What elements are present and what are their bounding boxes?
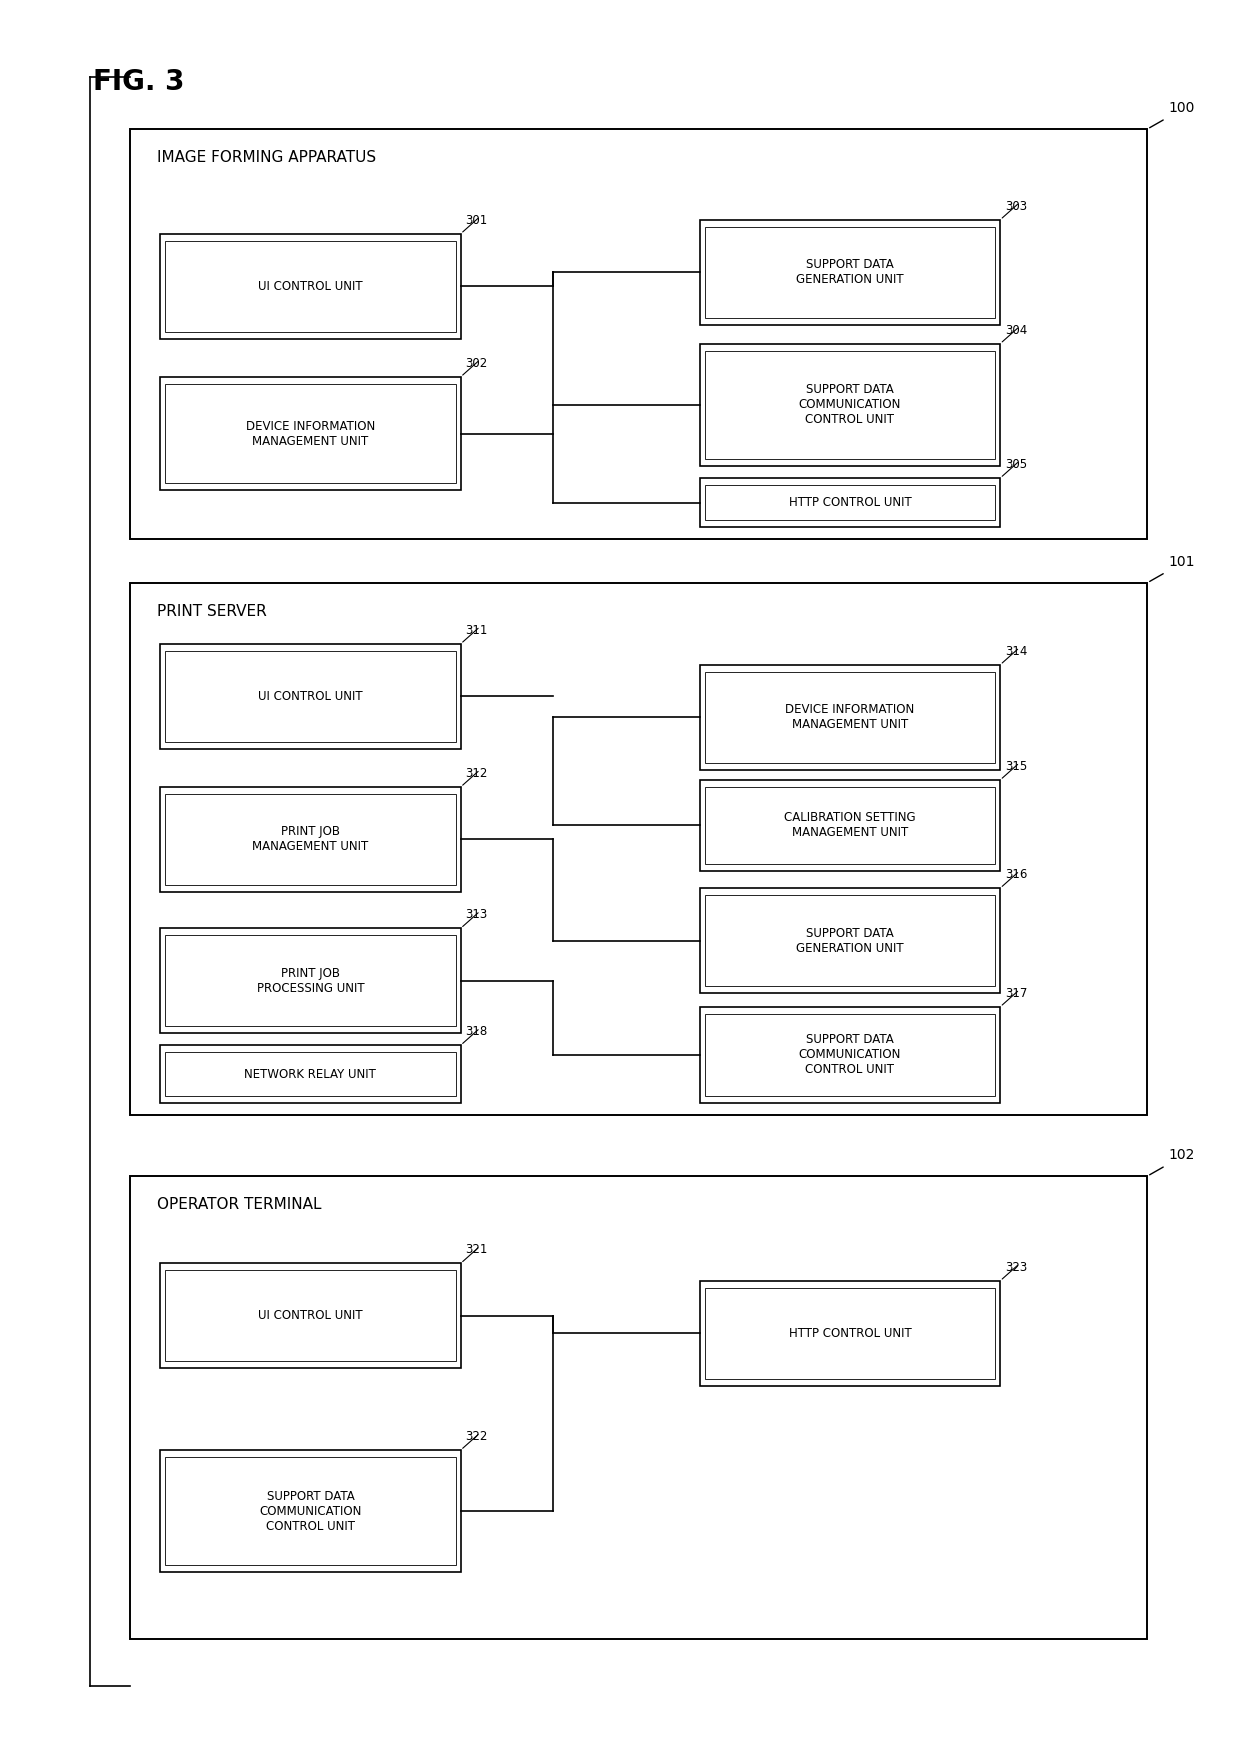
Text: PRINT JOB
PROCESSING UNIT: PRINT JOB PROCESSING UNIT	[257, 967, 365, 996]
Bar	[699, 1281, 1001, 1386]
Bar	[704, 350, 996, 459]
Bar	[129, 582, 1147, 1115]
Text: IMAGE FORMING APPARATUS: IMAGE FORMING APPARATUS	[156, 150, 376, 165]
Bar	[160, 1449, 460, 1573]
Text: NETWORK RELAY UNIT: NETWORK RELAY UNIT	[244, 1068, 377, 1080]
Bar	[165, 383, 456, 484]
Text: 316: 316	[1004, 869, 1028, 881]
Bar	[129, 1177, 1147, 1639]
Text: SUPPORT DATA
COMMUNICATION
CONTROL UNIT: SUPPORT DATA COMMUNICATION CONTROL UNIT	[799, 383, 901, 426]
Text: 301: 301	[465, 215, 487, 227]
Text: SUPPORT DATA
GENERATION UNIT: SUPPORT DATA GENERATION UNIT	[796, 259, 904, 287]
Bar	[160, 234, 460, 338]
Bar	[699, 478, 1001, 528]
Text: 312: 312	[465, 767, 487, 779]
Text: 311: 311	[465, 624, 487, 637]
Text: UI CONTROL UNIT: UI CONTROL UNIT	[258, 1309, 363, 1323]
Bar	[160, 376, 460, 491]
Bar	[699, 779, 1001, 871]
Bar	[704, 895, 996, 987]
Bar	[704, 485, 996, 521]
Text: 101: 101	[1168, 554, 1194, 568]
Bar	[160, 786, 460, 892]
Text: 102: 102	[1168, 1149, 1194, 1163]
Text: UI CONTROL UNIT: UI CONTROL UNIT	[258, 690, 363, 704]
Bar	[160, 1263, 460, 1369]
Text: CALIBRATION SETTING
MANAGEMENT UNIT: CALIBRATION SETTING MANAGEMENT UNIT	[784, 811, 915, 839]
Text: SUPPORT DATA
COMMUNICATION
CONTROL UNIT: SUPPORT DATA COMMUNICATION CONTROL UNIT	[799, 1033, 901, 1077]
Text: PRINT SERVER: PRINT SERVER	[156, 603, 267, 619]
Text: DEVICE INFORMATION
MANAGEMENT UNIT: DEVICE INFORMATION MANAGEMENT UNIT	[785, 704, 915, 732]
Text: 304: 304	[1004, 324, 1027, 336]
Text: 305: 305	[1004, 457, 1027, 471]
Bar	[704, 1288, 996, 1379]
Text: 303: 303	[1004, 201, 1027, 213]
Text: SUPPORT DATA
GENERATION UNIT: SUPPORT DATA GENERATION UNIT	[796, 927, 904, 955]
Bar	[165, 1270, 456, 1361]
Bar	[699, 220, 1001, 325]
Text: UI CONTROL UNIT: UI CONTROL UNIT	[258, 280, 363, 292]
Bar	[165, 1456, 456, 1566]
Bar	[704, 672, 996, 763]
Bar	[165, 651, 456, 742]
Bar	[165, 241, 456, 331]
Text: HTTP CONTROL UNIT: HTTP CONTROL UNIT	[789, 496, 911, 508]
Text: 302: 302	[465, 357, 487, 369]
Text: 323: 323	[1004, 1261, 1027, 1274]
Text: FIG. 3: FIG. 3	[93, 69, 185, 97]
Text: 322: 322	[465, 1430, 487, 1442]
Text: HTTP CONTROL UNIT: HTTP CONTROL UNIT	[789, 1326, 911, 1340]
Bar	[704, 1013, 996, 1096]
Text: OPERATOR TERMINAL: OPERATOR TERMINAL	[156, 1198, 321, 1212]
Bar	[699, 1006, 1001, 1103]
Bar	[165, 793, 456, 885]
Text: 100: 100	[1168, 100, 1194, 114]
Bar	[165, 1052, 456, 1096]
Text: 313: 313	[465, 908, 487, 922]
Bar	[699, 888, 1001, 992]
Bar	[699, 665, 1001, 769]
Bar	[699, 343, 1001, 466]
Text: 315: 315	[1004, 760, 1027, 772]
Bar	[704, 786, 996, 864]
Bar	[160, 1045, 460, 1103]
Text: 314: 314	[1004, 646, 1028, 658]
Text: SUPPORT DATA
COMMUNICATION
CONTROL UNIT: SUPPORT DATA COMMUNICATION CONTROL UNIT	[259, 1490, 362, 1532]
Bar	[129, 128, 1147, 540]
Text: 317: 317	[1004, 987, 1028, 999]
Bar	[160, 644, 460, 749]
Text: 321: 321	[465, 1244, 487, 1256]
Bar	[704, 227, 996, 318]
Text: PRINT JOB
MANAGEMENT UNIT: PRINT JOB MANAGEMENT UNIT	[252, 825, 368, 853]
Bar	[165, 936, 456, 1025]
Bar	[160, 929, 460, 1033]
Text: DEVICE INFORMATION
MANAGEMENT UNIT: DEVICE INFORMATION MANAGEMENT UNIT	[246, 420, 374, 447]
Text: 318: 318	[465, 1025, 487, 1038]
